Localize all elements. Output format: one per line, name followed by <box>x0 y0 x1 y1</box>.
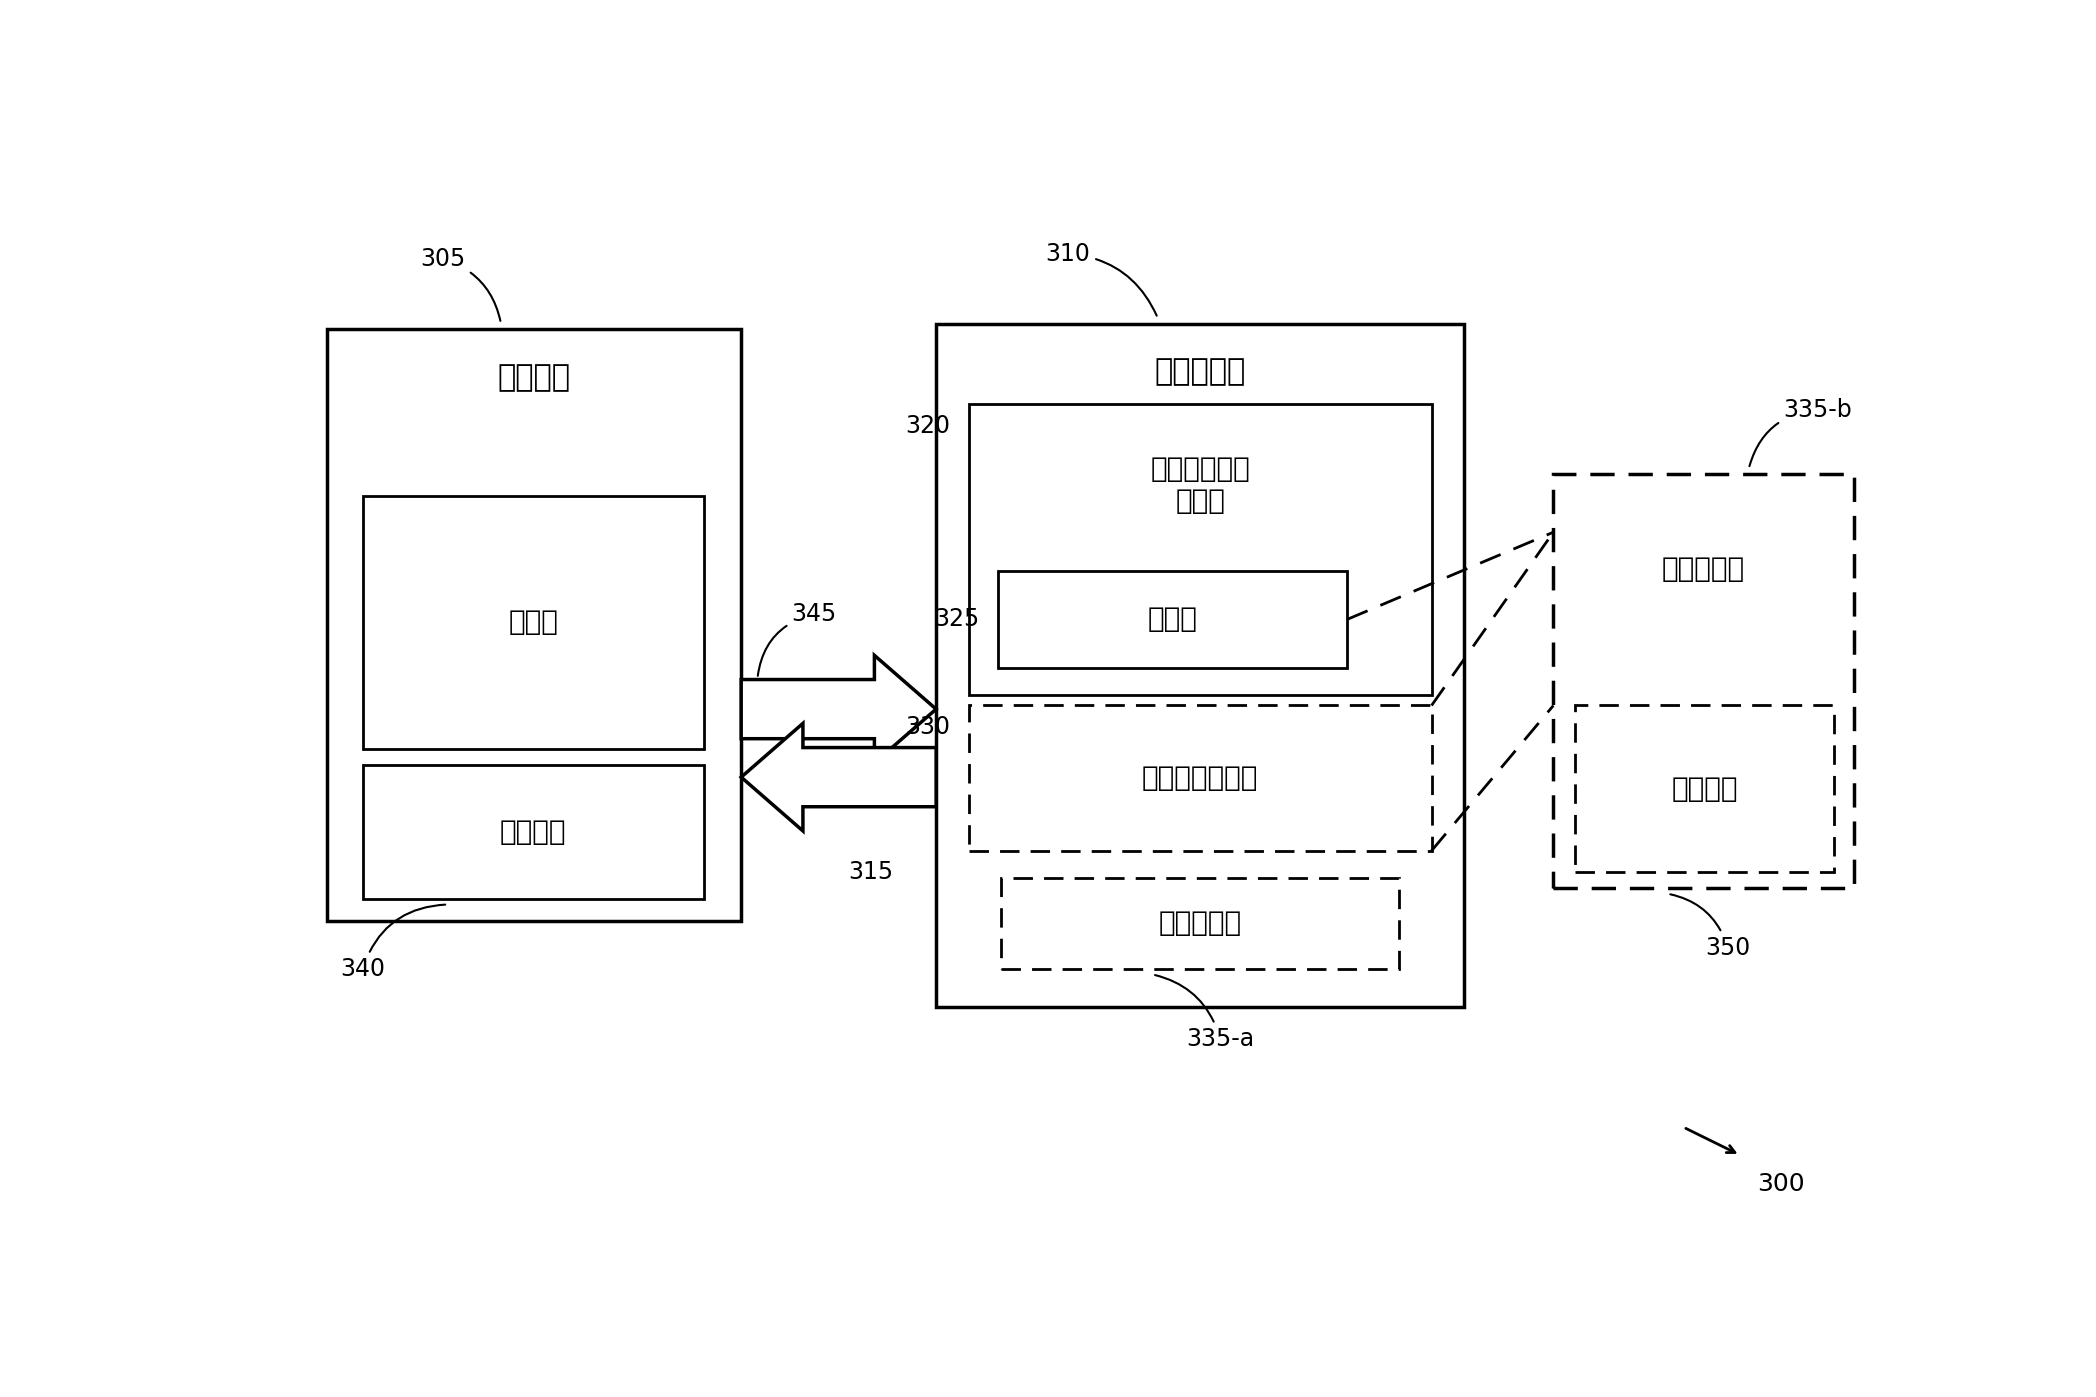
Bar <box>1553 474 1853 888</box>
Text: 310: 310 <box>1046 242 1157 316</box>
Bar <box>363 764 704 900</box>
Bar <box>1574 705 1834 872</box>
Text: 350: 350 <box>1671 894 1750 960</box>
Text: 315: 315 <box>849 861 893 884</box>
Text: 存储器装置: 存储器装置 <box>1155 358 1245 387</box>
Text: 330: 330 <box>905 715 949 739</box>
Text: 遥测数据: 遥测数据 <box>1671 775 1738 803</box>
Bar <box>968 404 1432 694</box>
Bar <box>968 705 1432 851</box>
Text: 唯一标识符: 唯一标识符 <box>1159 909 1241 937</box>
Bar <box>937 324 1463 1007</box>
Text: 300: 300 <box>1756 1172 1805 1196</box>
Text: 345: 345 <box>759 602 836 676</box>
Text: 主机装置: 主机装置 <box>497 363 570 393</box>
Text: 335-a: 335-a <box>1155 975 1253 1051</box>
Text: 动态随机存取
存储器: 动态随机存取 存储器 <box>1151 455 1249 515</box>
Polygon shape <box>742 655 937 763</box>
Polygon shape <box>742 724 937 831</box>
Bar <box>363 496 704 749</box>
Text: 熔断器: 熔断器 <box>1147 605 1197 633</box>
Text: 325: 325 <box>935 608 979 631</box>
Text: 320: 320 <box>905 414 949 437</box>
Text: 唯一标识符: 唯一标识符 <box>1662 556 1746 584</box>
Text: 非易失性存储器: 非易失性存储器 <box>1142 764 1258 792</box>
Text: 340: 340 <box>340 905 444 981</box>
Bar <box>327 330 742 921</box>
Text: 305: 305 <box>421 247 501 321</box>
Text: 335-b: 335-b <box>1750 398 1853 467</box>
Text: 证明器: 证明器 <box>509 608 558 636</box>
Text: 验证信息: 验证信息 <box>501 817 566 845</box>
Bar <box>998 571 1348 668</box>
Bar <box>1002 877 1400 970</box>
